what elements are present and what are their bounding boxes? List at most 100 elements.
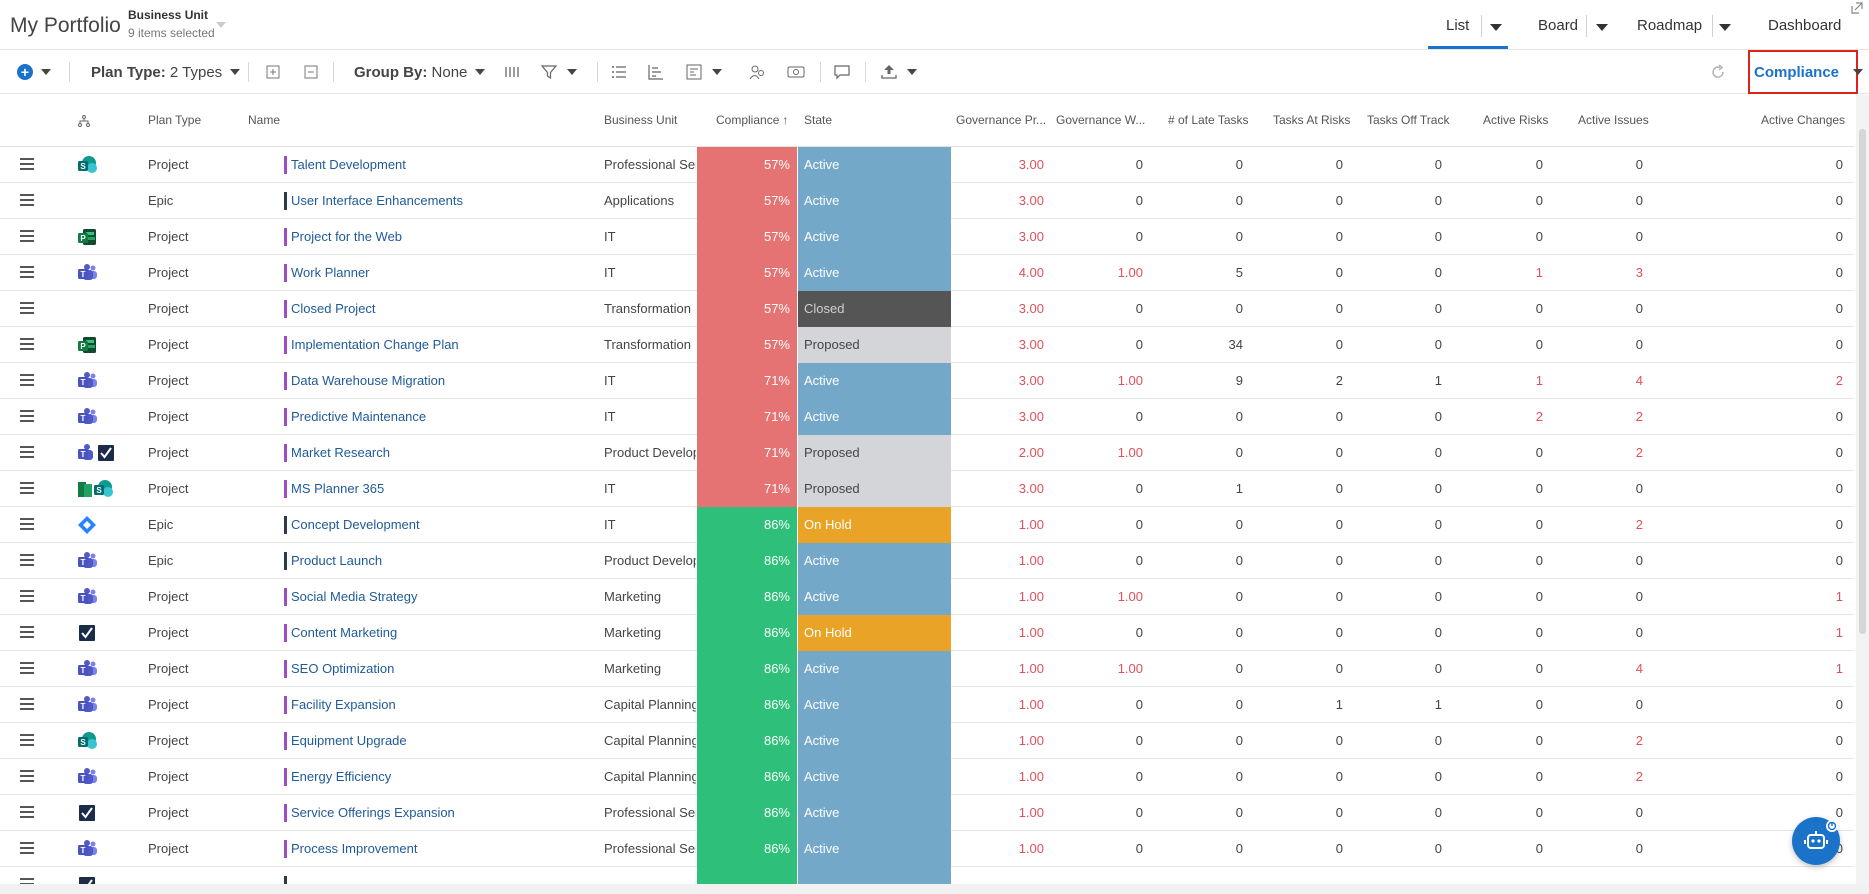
tab-roadmap[interactable]: Roadmap [1637, 17, 1703, 34]
row-menu-icon[interactable] [20, 302, 34, 314]
table-row[interactable]: T Project Facility Expansion Capital Planni… [0, 687, 1854, 723]
row-menu-icon[interactable] [20, 518, 34, 530]
row-menu-icon[interactable] [20, 770, 34, 782]
compliance-view-dropdown[interactable]: Compliance [1748, 50, 1864, 94]
layout-button[interactable] [684, 50, 722, 94]
plan-name-link[interactable]: Implementation Change Plan [291, 337, 459, 352]
row-menu-icon[interactable] [20, 338, 34, 350]
row-menu-icon[interactable] [20, 194, 34, 206]
hierarchy-icon[interactable] [78, 115, 90, 127]
columns-button[interactable] [502, 50, 522, 94]
roadmap-dropdown-caret-icon[interactable] [1719, 24, 1731, 31]
col-header-tasks-at-risks[interactable]: Tasks At Risks [1273, 113, 1351, 127]
row-menu-icon[interactable] [20, 230, 34, 242]
plan-name-link[interactable]: Predictive Maintenance [291, 409, 427, 424]
plan-name-link[interactable]: Concept Development [291, 517, 420, 532]
table-row[interactable]: T Project Market Research Product Develop 71… [0, 435, 1854, 471]
row-menu-icon[interactable] [20, 806, 34, 818]
expand-icon[interactable] [1851, 2, 1863, 14]
board-dropdown-caret-icon[interactable] [1596, 24, 1608, 31]
collapse-all-button[interactable] [301, 50, 321, 94]
table-row[interactable]: T Project Process Improvement Professional … [0, 831, 1854, 867]
row-menu-icon[interactable] [20, 590, 34, 602]
plan-name-link[interactable]: Process Improvement [291, 841, 418, 856]
business-unit-filter[interactable]: Business Unit 9 items selected [128, 8, 215, 40]
tab-board[interactable]: Board [1538, 17, 1579, 34]
table-row[interactable]: T Project Predictive Maintenance IT 71% Activ… [0, 399, 1854, 435]
budget-button[interactable] [786, 50, 806, 94]
plan-name-link[interactable]: Energy Efficiency [291, 769, 392, 784]
add-button[interactable]: + [17, 50, 51, 94]
plan-name-link[interactable]: MS Planner 365 [291, 481, 385, 496]
plan-name-link[interactable]: Closed Project [291, 301, 376, 316]
table-row[interactable]: T Epic Product Launch Product Develop 86% Act… [0, 543, 1854, 579]
col-header-late-tasks[interactable]: # of Late Tasks [1168, 113, 1249, 127]
expand-all-button[interactable] [263, 50, 283, 94]
table-row[interactable]: P Project Project for the Web IT 57% Active 3.… [0, 219, 1854, 255]
row-menu-icon[interactable] [20, 662, 34, 674]
row-menu-icon[interactable] [20, 158, 34, 170]
chevron-down-icon[interactable] [216, 22, 226, 28]
list-dropdown-caret-icon[interactable] [1490, 24, 1502, 31]
row-menu-icon[interactable] [20, 554, 34, 566]
plan-name-link[interactable]: Talent Development [291, 157, 406, 172]
table-row[interactable]: Epic Concept Development IT 86% On Hold 1.00 0… [0, 507, 1854, 543]
table-row[interactable]: T Project Work Planner IT 57% Active 4.00 1.00 5… [0, 255, 1854, 291]
plan-name-link[interactable]: Product Launch [291, 553, 383, 568]
plan-name-link[interactable]: Work Planner [291, 265, 370, 280]
resources-button[interactable] [747, 50, 767, 94]
table-row[interactable]: Project Content Marketing Marketing 86% On H… [0, 615, 1854, 651]
row-menu-icon[interactable] [20, 266, 34, 278]
col-header-active-issues[interactable]: Active Issues [1578, 113, 1649, 127]
assistant-bot-button[interactable] [1792, 817, 1840, 865]
comments-button[interactable] [832, 50, 852, 94]
table-row[interactable]: T Project SEO Optimization Marketing 86% Acti… [0, 651, 1854, 687]
plan-name-link[interactable]: Social Media Strategy [291, 589, 418, 604]
table-row[interactable]: P Project Implementation Change Plan Transf… [0, 327, 1854, 363]
scrollbar-thumb[interactable] [1859, 129, 1866, 634]
col-header-active-changes[interactable]: Active Changes [1761, 113, 1846, 127]
tab-dashboard[interactable]: Dashboard [1768, 17, 1842, 34]
vertical-scrollbar[interactable] [1856, 95, 1869, 885]
row-menu-icon[interactable] [20, 446, 34, 458]
row-menu-icon[interactable] [20, 482, 34, 494]
col-header-compliance[interactable]: Compliance ↑ [716, 113, 788, 127]
refresh-button[interactable] [1708, 50, 1728, 94]
col-header-business-unit[interactable]: Business Unit [604, 113, 678, 127]
table-row[interactable]: T Project Social Media Strategy Marketing 86… [0, 579, 1854, 615]
row-menu-icon[interactable] [20, 698, 34, 710]
col-header-state[interactable]: State [804, 113, 833, 127]
table-row[interactable]: Project Service Offerings Expansion Profes… [0, 795, 1854, 831]
plan-name-link[interactable]: Data Warehouse Migration [291, 373, 446, 388]
row-menu-icon[interactable] [20, 842, 34, 854]
plan-name-link[interactable]: Content Marketing [291, 625, 398, 640]
filter-button[interactable] [539, 50, 577, 94]
group-by-dropdown[interactable]: Group By: None [354, 50, 486, 94]
plan-name-link[interactable]: Facility Expansion [291, 697, 396, 712]
plan-name-link[interactable]: Project for the Web [291, 229, 403, 244]
table-row[interactable]: Epic User Interface Enhancements Applicati… [0, 183, 1854, 219]
horizontal-scrollbar[interactable] [0, 884, 1869, 894]
row-menu-icon[interactable] [20, 374, 34, 386]
plan-name-link[interactable]: SEO Optimization [291, 661, 395, 676]
plan-type-filter[interactable]: Plan Type: 2 Types [91, 50, 241, 94]
list-view-button[interactable] [609, 50, 629, 94]
plan-name-link[interactable]: Service Offerings Expansion [291, 805, 455, 820]
col-header-governance-pr[interactable]: Governance Pr... [956, 113, 1047, 127]
table-row[interactable] [0, 867, 1854, 885]
plan-name-link[interactable]: User Interface Enhancements [291, 193, 463, 208]
table-row[interactable]: T Project Energy Efficiency Capital Plannin… [0, 759, 1854, 795]
row-menu-icon[interactable] [20, 410, 34, 422]
table-row[interactable]: S Project Talent Development Professional S… [0, 147, 1854, 183]
tab-list[interactable]: List [1446, 17, 1470, 34]
table-row[interactable]: S Project MS Planner 365 IT 71% Proposed 3.00 0… [0, 471, 1854, 507]
plan-name-link[interactable]: Equipment Upgrade [291, 733, 407, 748]
plan-name-link[interactable]: Market Research [291, 445, 390, 460]
col-header-governance-w[interactable]: Governance W... [1056, 113, 1146, 127]
col-header-tasks-off-track[interactable]: Tasks Off Track [1367, 113, 1450, 127]
gantt-button[interactable] [646, 50, 666, 94]
export-button[interactable] [879, 50, 917, 94]
row-menu-icon[interactable] [20, 626, 34, 638]
col-header-active-risks[interactable]: Active Risks [1483, 113, 1549, 127]
table-row[interactable]: T Project Data Warehouse Migration IT 71% Act… [0, 363, 1854, 399]
